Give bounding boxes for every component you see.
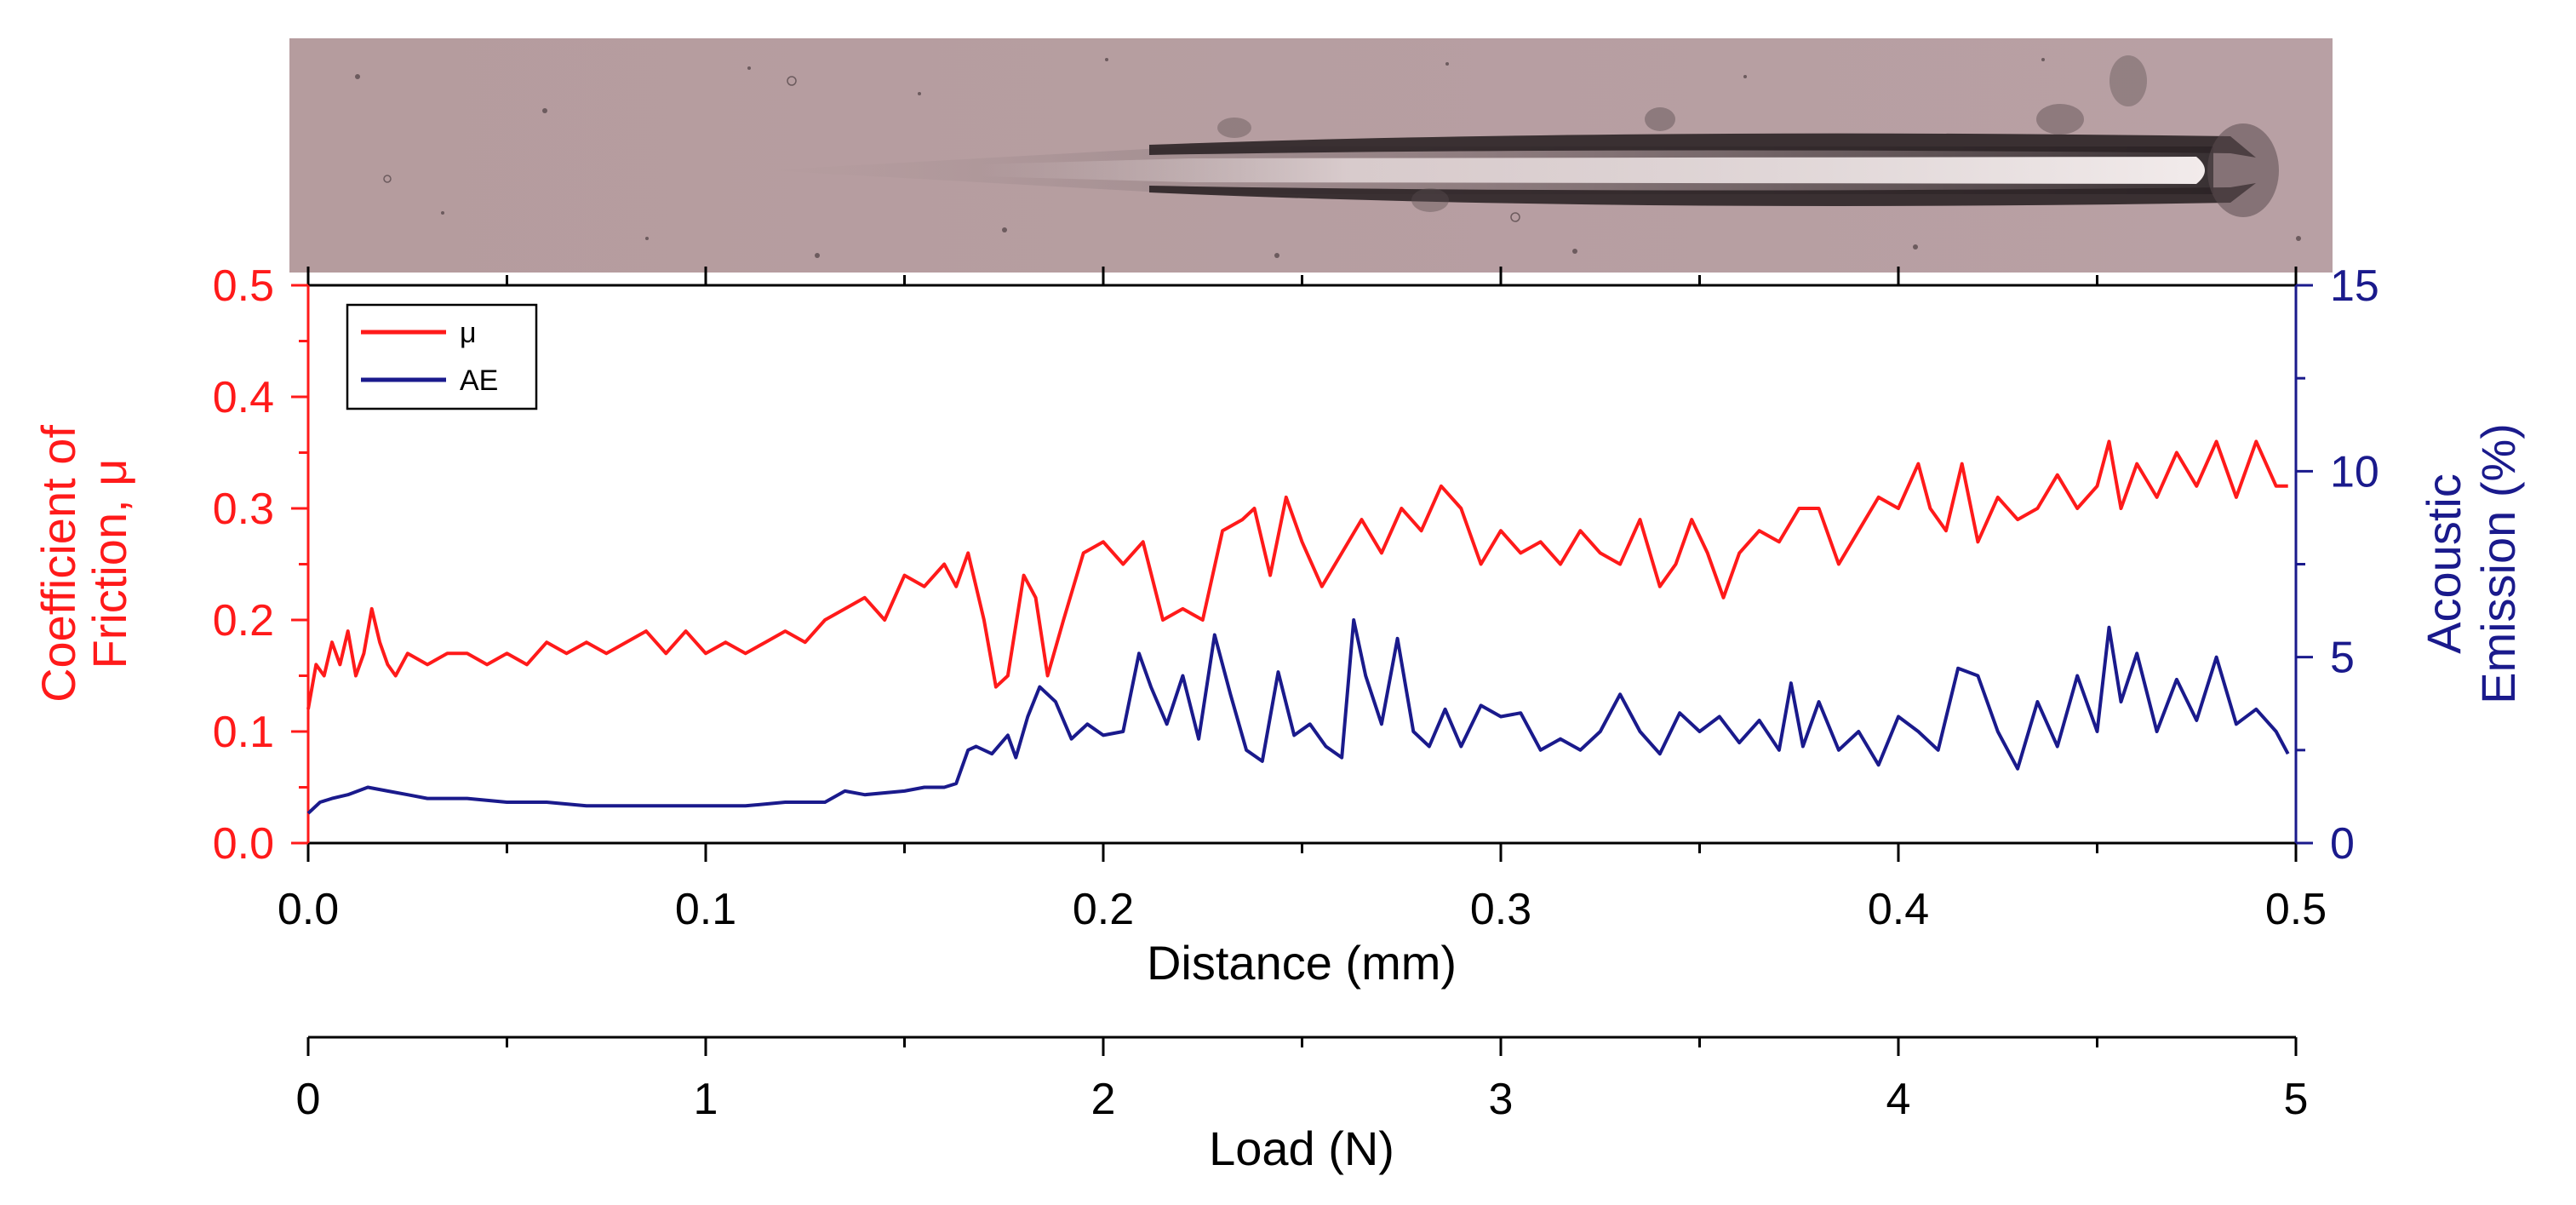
load-tick-label: 2 <box>1091 1075 1116 1124</box>
right-y-tick-label: 5 <box>2330 634 2355 683</box>
load-axis-label: Load (N) <box>1209 1122 1394 1175</box>
right-y-axis-label-line1: Acoustic <box>2417 473 2470 654</box>
left-y-tick-label: 0.0 <box>213 819 274 869</box>
right-y-tick-label: 0 <box>2330 819 2355 869</box>
right-y-tick-label: 10 <box>2330 447 2379 496</box>
series-line-ae <box>306 618 2290 815</box>
legend: μ AE <box>346 303 538 410</box>
x-tick-label: 0.0 <box>278 885 339 934</box>
load-tick-label: 3 <box>1489 1075 1514 1124</box>
legend-mu-label: μ <box>460 317 477 349</box>
load-tick-label: 4 <box>1886 1075 1911 1124</box>
load-tick-label: 5 <box>2284 1075 2309 1124</box>
left-y-tick-label: 0.1 <box>213 708 274 757</box>
right-y-axis-label-line2: Emission (%) <box>2471 423 2525 704</box>
x-tick-label: 0.2 <box>1073 885 1134 934</box>
left-y-tick-label: 0.4 <box>213 373 274 422</box>
left-y-tick-label: 0.3 <box>213 485 274 534</box>
x-tick-label: 0.4 <box>1868 885 1929 934</box>
x-tick-label: 0.5 <box>2265 885 2327 934</box>
load-axis-ticks: 0 1 2 3 4 5 <box>296 1037 2309 1124</box>
x-tick-label: 0.3 <box>1470 885 1531 934</box>
series-layer <box>306 439 2290 815</box>
left-y-axis-label-line2: Friction, μ <box>83 459 136 669</box>
legend-ae-label: AE <box>460 364 498 397</box>
load-tick-label: 1 <box>694 1075 718 1124</box>
x-tick-label: 0.1 <box>675 885 736 934</box>
left-y-axis-label-line1: Coefficient of <box>31 425 85 703</box>
x-axis-label: Distance (mm) <box>1147 936 1457 990</box>
load-tick-label: 0 <box>296 1075 321 1124</box>
scratch-track-micrograph-icon <box>289 38 2333 273</box>
series-line-mu <box>306 439 2288 710</box>
x-axis-ticks: 0.0 0.1 0.2 0.3 0.4 0.5 <box>278 267 2327 934</box>
right-y-tick-label: 15 <box>2330 261 2379 311</box>
left-y-tick-label: 0.5 <box>213 261 274 311</box>
right-y-axis-ticks: 0 5 10 15 <box>2296 261 2379 869</box>
plot-frame <box>306 284 2298 845</box>
left-y-axis-ticks: 0.0 0.1 0.2 0.3 0.4 0.5 <box>213 261 308 869</box>
left-y-tick-label: 0.2 <box>213 596 274 646</box>
